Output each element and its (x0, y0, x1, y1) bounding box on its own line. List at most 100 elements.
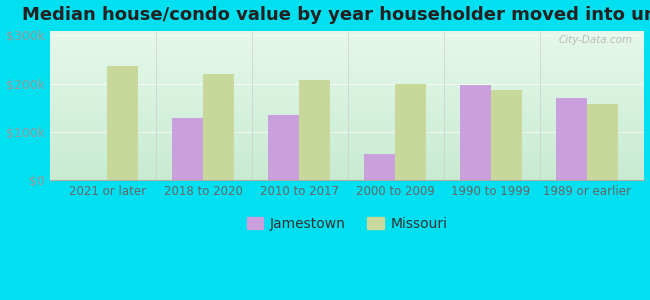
Bar (49, 115, 644, 116)
Legend: Jamestown, Missouri: Jamestown, Missouri (241, 211, 453, 236)
Bar (49, 148, 644, 149)
Bar (49, 64, 644, 65)
Bar (49, 141, 644, 142)
Bar (49, 171, 644, 172)
Bar (49, 136, 644, 137)
Bar (460, 85, 491, 180)
Bar (49, 87, 644, 88)
Bar (49, 75, 644, 76)
Bar (49, 165, 644, 166)
Bar (49, 112, 644, 113)
Bar (49, 127, 644, 128)
Bar (49, 144, 644, 145)
Bar (49, 33, 644, 34)
Bar (49, 42, 644, 43)
Bar (49, 156, 644, 157)
Bar (49, 41, 644, 42)
Bar (299, 80, 330, 180)
Bar (49, 151, 644, 152)
Bar (49, 147, 644, 148)
Bar (49, 86, 644, 87)
Bar (49, 36, 644, 37)
Bar (49, 47, 644, 48)
Bar (268, 115, 299, 180)
Bar (491, 90, 522, 180)
Bar (49, 76, 644, 77)
Bar (49, 116, 644, 117)
Bar (49, 130, 644, 131)
Bar (49, 39, 644, 40)
Bar (49, 96, 644, 97)
Bar (49, 48, 644, 49)
Bar (49, 97, 644, 98)
Bar (49, 113, 644, 114)
Bar (49, 78, 644, 79)
Bar (49, 56, 644, 57)
Bar (49, 80, 644, 81)
Bar (49, 90, 644, 91)
Bar (49, 175, 644, 176)
Bar (49, 44, 644, 45)
Bar (49, 107, 644, 108)
Bar (49, 169, 644, 170)
Bar (172, 118, 203, 180)
Bar (49, 138, 644, 139)
Bar (49, 71, 644, 72)
Bar (49, 134, 644, 135)
Bar (49, 140, 644, 141)
Bar (49, 54, 644, 55)
Bar (49, 126, 644, 127)
Bar (49, 105, 644, 106)
Bar (49, 82, 644, 83)
Bar (49, 135, 644, 136)
Bar (49, 53, 644, 54)
Bar (49, 163, 644, 164)
Bar (49, 177, 644, 178)
Bar (49, 49, 644, 50)
Bar (49, 172, 644, 173)
Bar (49, 45, 644, 46)
Bar (49, 40, 644, 41)
Bar (49, 93, 644, 94)
Bar (49, 145, 644, 146)
Bar (49, 122, 644, 123)
Bar (49, 32, 644, 33)
Bar (49, 174, 644, 175)
Bar (49, 60, 644, 61)
Bar (49, 133, 644, 134)
Bar (49, 132, 644, 133)
Bar (49, 35, 644, 36)
Bar (49, 118, 644, 119)
Bar (49, 98, 644, 99)
Bar (49, 131, 644, 132)
Bar (49, 150, 644, 151)
Title: Median house/condo value by year householder moved into unit: Median house/condo value by year househo… (22, 6, 650, 24)
Bar (49, 158, 644, 159)
Bar (49, 154, 644, 155)
Bar (49, 43, 644, 44)
Bar (49, 89, 644, 90)
Bar (49, 106, 644, 107)
Bar (49, 57, 644, 58)
Bar (49, 58, 644, 59)
Bar (49, 88, 644, 89)
Bar (364, 154, 395, 180)
Bar (49, 72, 644, 73)
Bar (49, 159, 644, 160)
Bar (49, 162, 644, 163)
Bar (49, 77, 644, 78)
Text: City-Data.com: City-Data.com (558, 35, 632, 45)
Bar (49, 139, 644, 140)
Bar (49, 149, 644, 150)
Bar (49, 55, 644, 56)
Bar (49, 128, 644, 129)
Bar (49, 160, 644, 161)
Bar (49, 66, 644, 67)
Bar (49, 117, 644, 118)
Bar (49, 51, 644, 52)
Bar (49, 120, 644, 121)
Bar (49, 179, 644, 180)
Bar (49, 153, 644, 154)
Bar (556, 98, 587, 180)
Bar (49, 37, 644, 38)
